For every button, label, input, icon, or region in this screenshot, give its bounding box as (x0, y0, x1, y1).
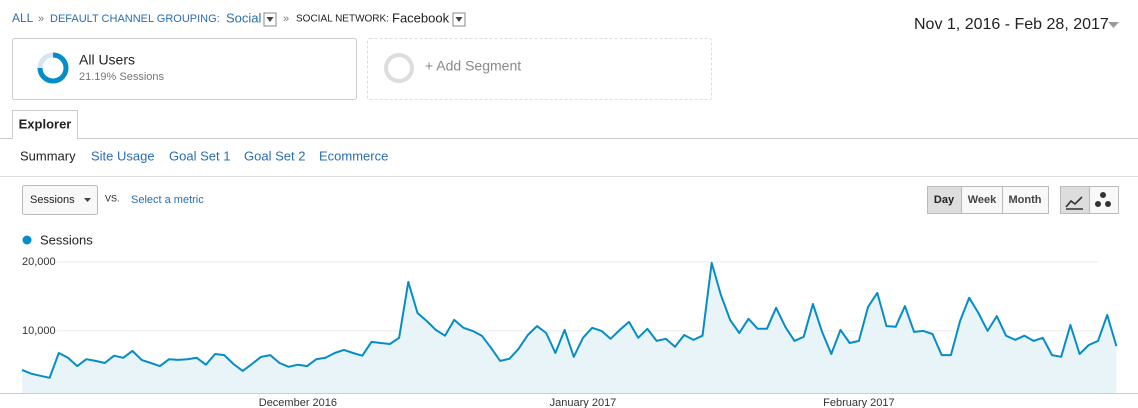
vs-label: VS. (105, 193, 120, 203)
subtab[interactable]: Site Usage (91, 148, 155, 163)
subtab[interactable]: Summary (20, 148, 76, 163)
metric-label: Sessions (30, 194, 75, 206)
segment-donut-empty (384, 53, 414, 83)
dropdown-arrow (266, 17, 274, 22)
granularity-label: Week (968, 194, 997, 206)
separator: » (283, 13, 289, 25)
y-tick-label: 20,000 (22, 256, 56, 268)
week-button[interactable] (961, 186, 1003, 214)
day-button[interactable] (927, 186, 962, 214)
subtab[interactable]: Goal Set 2 (244, 148, 305, 163)
line (21, 261, 1118, 379)
segment-donut (37, 52, 69, 84)
subtab[interactable]: Ecommerce (319, 148, 388, 163)
area (22, 262, 1117, 393)
add-segment-card[interactable] (367, 38, 712, 100)
date-range[interactable]: Nov 1, 2016 - Feb 28, 2017 (914, 16, 1109, 33)
granularity-label: Month (1009, 194, 1042, 206)
select-metric[interactable]: Select a metric (131, 194, 204, 206)
segment-name: All Users (79, 52, 135, 68)
metric-arrow (84, 198, 91, 202)
network-label: SOCIAL NETWORK: (296, 14, 389, 25)
tab-label: Explorer (19, 116, 72, 131)
x-tick-label: December 2016 (259, 397, 337, 408)
legend-dot (22, 235, 32, 245)
add-segment[interactable]: + Add Segment (425, 58, 521, 74)
date-dropdown-arrow (1108, 22, 1119, 28)
legend-label: Sessions (40, 232, 93, 247)
month-button[interactable] (1002, 186, 1049, 214)
network-value: Facebook (392, 10, 450, 25)
dropdown-arrow (455, 17, 463, 22)
grouping-label: DEFAULT CHANNEL GROUPING: (50, 13, 220, 25)
metric-select[interactable] (22, 185, 98, 215)
breadcrumb-all[interactable]: ALL (12, 11, 34, 25)
dot-icon (1100, 192, 1106, 198)
dot-icon (1095, 201, 1101, 207)
dot-icon (1105, 201, 1111, 207)
segment-detail: 21.19% Sessions (79, 71, 164, 83)
motion-chart-button[interactable] (1089, 186, 1119, 214)
grouping-value[interactable]: Social (226, 10, 262, 25)
subtab[interactable]: Goal Set 1 (169, 148, 230, 163)
granularity-label: Day (934, 194, 955, 206)
segment-card[interactable] (12, 38, 357, 100)
line-icon (1065, 196, 1083, 210)
x-tick-label: January 2017 (550, 397, 617, 408)
y-tick-label: 10,000 (22, 325, 56, 337)
x-tick-label: February 2017 (823, 397, 895, 408)
tab[interactable] (12, 110, 78, 140)
sessions-chart: Sessions 10,000 20,000 December 2016 January… (0, 232, 1138, 408)
separator: » (38, 13, 44, 25)
